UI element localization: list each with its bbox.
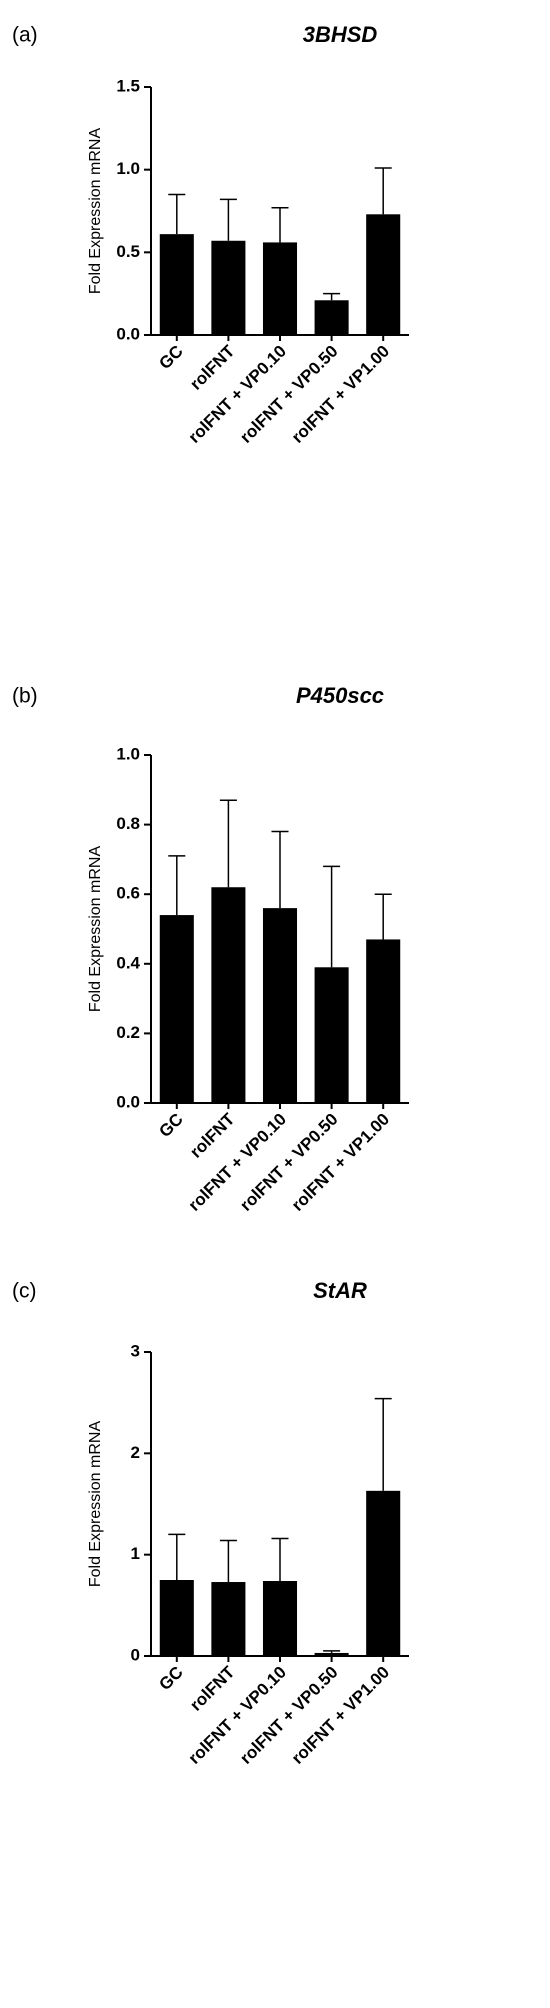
y-tick-label: 1.5 (116, 76, 140, 95)
bar (159, 234, 194, 335)
y-tick-label: 2 (131, 1443, 140, 1462)
chart-title: P450scc (296, 683, 384, 708)
y-tick-label: 0.4 (116, 953, 140, 972)
y-tick-label: 3 (131, 1341, 140, 1360)
bar (314, 300, 349, 335)
panel-label: (c) (12, 1280, 37, 1303)
chart-title: StAR (313, 1278, 367, 1303)
y-tick-label: 0.5 (116, 242, 140, 261)
x-tick-label: GC (155, 1110, 186, 1141)
y-tick-label: 1.0 (116, 744, 140, 763)
bar (366, 214, 401, 335)
bar (314, 1652, 349, 1656)
bar (211, 240, 246, 335)
bar (366, 939, 401, 1103)
x-tick-label: GC (155, 1663, 186, 1694)
x-tick-label: GC (155, 342, 186, 373)
y-axis-label: Fold Expression mRNA (87, 846, 104, 1013)
bar (366, 1490, 401, 1656)
x-tick-label: rolFNT + VP1.00 (288, 1663, 393, 1768)
bar (262, 242, 298, 335)
panel-label: (a) (12, 24, 38, 47)
y-axis-label: Fold Expression mRNA (87, 1421, 104, 1588)
y-axis-label: Fold Expression mRNA (87, 128, 104, 295)
y-tick-label: 0.2 (116, 1023, 140, 1042)
bar (159, 1580, 194, 1656)
x-tick-label: rolFNT + VP1.00 (288, 342, 393, 447)
bar (159, 915, 194, 1103)
bar (314, 967, 349, 1103)
y-tick-label: 0.0 (116, 1092, 140, 1111)
y-tick-label: 0.8 (116, 814, 140, 833)
y-tick-label: 1 (131, 1544, 140, 1563)
y-tick-label: 0.6 (116, 884, 140, 903)
bar (262, 908, 298, 1103)
y-tick-label: 0.0 (116, 324, 140, 343)
chart-title: 3BHSD (303, 22, 378, 47)
bar (211, 1582, 246, 1656)
y-tick-label: 1.0 (116, 159, 140, 178)
panel-label: (b) (12, 685, 38, 708)
bar (262, 1581, 298, 1656)
y-tick-label: 0 (131, 1645, 140, 1664)
bar (211, 887, 246, 1103)
x-tick-label: rolFNT + VP1.00 (288, 1110, 393, 1215)
